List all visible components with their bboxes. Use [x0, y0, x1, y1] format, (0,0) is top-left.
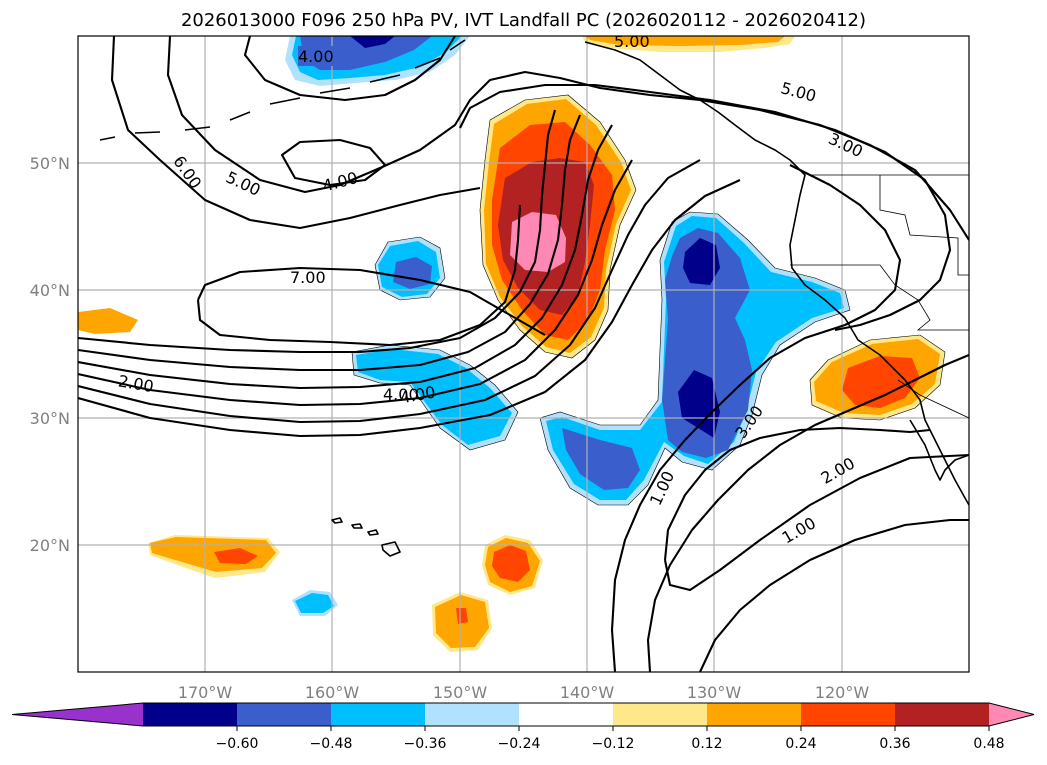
negative-anomaly-central-pacific	[352, 345, 518, 450]
positive-anomaly-west-edge	[78, 308, 138, 334]
colorbar-swatch	[895, 703, 990, 726]
lat-label: 20°N	[30, 536, 70, 555]
longitude-labels: 170°W 160°W 150°W 140°W 130°W 120°W	[178, 683, 870, 702]
latitude-labels: 50°N 40°N 30°N 20°N	[30, 154, 70, 555]
map-title: 2026013000 F096 250 hPa PV, IVT Landfall…	[180, 10, 867, 31]
colorbar-swatch	[143, 703, 238, 726]
contour-label: 7.00	[290, 268, 326, 287]
lon-label: 150°W	[433, 683, 488, 702]
negative-anomaly-hawaii	[292, 590, 338, 616]
colorbar-swatch	[519, 703, 614, 726]
colorbar-extend-high	[989, 703, 1034, 726]
lon-label: 120°W	[815, 683, 870, 702]
contour-label: 5.00	[614, 32, 650, 51]
colorbar-tick-label: 0.12	[691, 736, 722, 752]
positive-anomaly-british-columbia	[582, 36, 795, 52]
lat-label: 50°N	[30, 154, 70, 173]
colorbar-swatch	[707, 703, 802, 726]
negative-anomaly-northeast-pacific	[540, 212, 850, 505]
colorbar-tick-label: −0.48	[310, 736, 353, 752]
colorbar-swatch	[331, 703, 426, 726]
positive-anomaly-west-of-hawaii	[148, 535, 280, 578]
lon-label: 140°W	[560, 683, 615, 702]
colorbar-swatch	[425, 703, 520, 726]
negative-anomaly-small-north-pacific	[375, 237, 445, 300]
positive-anomaly-southern-california	[810, 335, 945, 420]
positive-anomaly-northeast-of-hawaii	[482, 535, 543, 595]
colorbar-tick-label: −0.36	[404, 736, 447, 752]
contour-label: 4.00	[298, 47, 334, 66]
colorbar-extend-low	[12, 703, 143, 726]
lat-label: 40°N	[30, 281, 70, 300]
colorbar-outline	[11, 702, 1035, 727]
colorbar-tick-label: −0.60	[216, 736, 259, 752]
colorbar-tick-label: 0.24	[785, 736, 816, 752]
colorbar-tick-label: 0.48	[973, 736, 1004, 752]
colorbar-tick-label: −0.24	[498, 736, 541, 752]
colorbar: −0.60 −0.48 −0.36 −0.24 −0.12 0.12 0.24 0.36 0.4…	[11, 702, 1035, 752]
colorbar-swatch	[801, 703, 896, 726]
pv-contours	[78, 36, 969, 672]
positive-anomaly-south-of-hawaii	[432, 592, 492, 652]
contour-label: 4.00	[383, 385, 419, 404]
map-frame	[77, 35, 970, 673]
lon-label: 160°W	[305, 683, 360, 702]
coastlines	[99, 39, 969, 557]
colorbar-swatch	[237, 703, 332, 726]
lon-label: 170°W	[178, 683, 233, 702]
colorbar-swatch	[613, 703, 708, 726]
lat-label: 30°N	[30, 409, 70, 428]
colorbar-tick-label: −0.12	[592, 736, 635, 752]
colorbar-tick-label: 0.36	[879, 736, 910, 752]
lon-label: 130°W	[687, 683, 742, 702]
